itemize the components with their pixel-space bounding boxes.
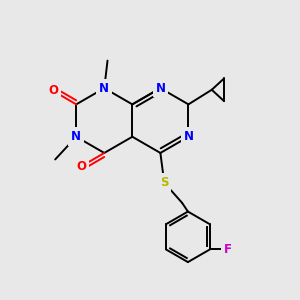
Text: N: N — [155, 82, 165, 95]
Text: N: N — [99, 82, 109, 95]
Text: S: S — [160, 176, 169, 189]
Text: O: O — [48, 84, 58, 97]
Text: N: N — [71, 130, 81, 143]
Text: O: O — [76, 160, 86, 173]
Text: N: N — [183, 130, 194, 143]
Text: F: F — [224, 243, 232, 256]
